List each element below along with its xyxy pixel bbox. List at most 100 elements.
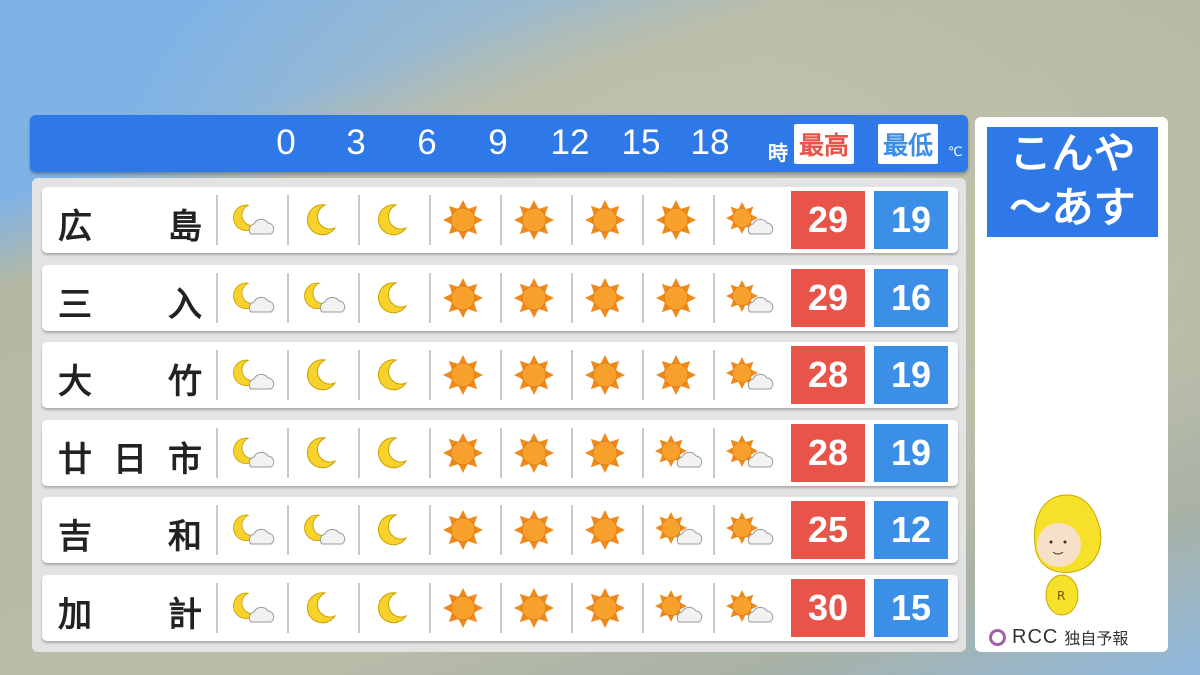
weather-cell [642,195,713,245]
max-temp: 28 [791,346,865,405]
sun-cloud-icon [654,590,702,623]
min-temp: 19 [874,191,948,249]
sun-icon [513,432,554,473]
sun-cloud-icon [654,512,702,545]
max-temp-label: 最高 [794,124,855,164]
min-temp: 16 [874,268,948,327]
hour-label: 18 [690,123,730,162]
location-char: 大 [58,362,92,403]
weather-cell [713,505,784,556]
max-temp: 25 [791,501,865,560]
sun-icon [442,432,483,473]
sun-icon [513,277,554,318]
sun-icon [655,277,696,318]
sun-cloud-icon [654,434,702,468]
weather-cell [500,350,571,401]
side-panel: こんや 〜あす R RCC 独自予報 [975,117,1168,652]
weather-cell [358,350,429,401]
sun-icon [513,588,554,628]
moon-icon [377,514,407,546]
forecast-row: 吉和 25 12 [42,497,958,564]
moon-cloud-icon [232,592,274,623]
weather-cell [429,427,500,478]
weather-cell [287,272,358,323]
weather-cell [429,272,500,323]
weather-cell [713,195,784,245]
weather-cell [500,195,571,245]
svg-text:R: R [1057,589,1065,603]
min-temp: 15 [874,579,948,637]
location-name: 大竹 [58,354,202,403]
moon-cloud-icon [232,359,274,390]
min-temp-label: 最低 [878,124,939,164]
sun-cloud-icon [725,279,773,313]
location-char: 廿 [58,439,92,480]
sun-cloud-icon [725,512,773,545]
moon-icon [306,204,336,236]
weather-cell [642,427,713,478]
weather-cell [642,272,713,323]
location-char: 吉 [58,517,92,558]
hour-label: 9 [488,123,508,162]
weather-cell [287,505,358,556]
rcc-ring-icon [989,628,1006,646]
hour-unit: 時 [768,141,788,165]
moon-icon [377,204,407,236]
location-char: 計 [168,595,202,635]
forecast-row: 廿日市 28 19 [42,419,958,486]
moon-cloud-icon [232,515,274,545]
location-char: 加 [58,595,92,635]
weather-cell [429,350,500,401]
weather-cell [500,583,571,633]
weather-cell [358,583,429,633]
weather-cell [571,427,642,478]
moon-icon [306,437,336,469]
sun-icon [584,588,625,628]
sun-icon [513,200,554,240]
weather-cell [713,350,784,401]
weather-cell [642,505,713,556]
weather-cell [358,427,429,478]
location-char: 広 [58,207,92,247]
title-line: こんや [1009,129,1136,178]
moon-icon [306,359,336,391]
weather-cell [216,350,287,401]
hour-label: 6 [417,123,437,162]
weather-cell [216,505,287,556]
location-char: 和 [168,517,202,558]
hour-label: 3 [346,123,366,162]
weather-cell [571,350,642,401]
forecast-row: 大竹 28 19 [42,342,958,409]
sun-icon [584,200,625,240]
weather-cell [287,583,358,633]
moon-icon [377,359,407,391]
moon-icon [377,437,407,469]
max-temp: 29 [791,191,865,249]
sun-icon [655,355,696,396]
weather-cell [571,505,642,556]
hour-label: 15 [621,123,661,162]
weather-cell [216,427,287,478]
time-header: 時 最高 最低 ℃ 0 3 6 9 12 15 18 [30,115,968,172]
max-temp: 29 [791,268,865,327]
max-temp: 30 [791,579,865,637]
moon-icon [377,281,407,313]
location-name: 広島 [58,199,202,248]
weather-cell [216,272,287,323]
location-char: 竹 [168,362,202,403]
weather-cell [713,427,784,478]
moon-cloud-icon [232,204,274,235]
weather-cell [358,272,429,323]
max-temp: 28 [791,423,865,482]
sun-icon [584,432,625,473]
forecast-period-title: こんや 〜あす [987,127,1158,237]
sun-icon [584,355,625,396]
forecast-row: 三入 29 16 [42,264,958,331]
weather-cell [500,427,571,478]
min-temp: 19 [874,423,948,482]
sun-icon [442,355,483,396]
moon-cloud-icon [232,282,274,313]
mascot-icon: R [1033,494,1102,616]
weather-cell [358,195,429,245]
weather-cell [358,505,429,556]
